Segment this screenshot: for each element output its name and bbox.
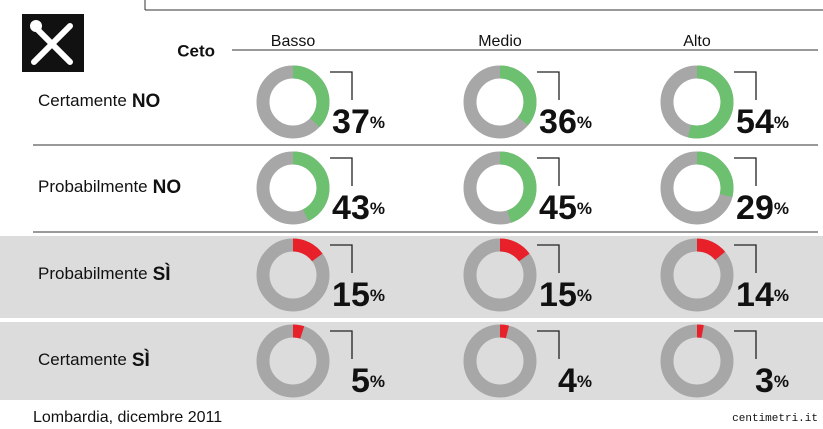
- donut-arc: [660, 324, 734, 398]
- value-number: 4: [558, 362, 577, 400]
- donut-arc: [660, 65, 734, 139]
- row-label-name: Probabilmente: [38, 177, 148, 196]
- value-unit: %: [774, 286, 789, 305]
- value-number: 45: [539, 189, 577, 227]
- value-label: 45%: [539, 189, 592, 227]
- row-label: Certamente SÌ: [38, 349, 150, 371]
- bracket: [330, 244, 353, 273]
- value-unit: %: [370, 199, 385, 218]
- value-label: 37%: [332, 103, 385, 141]
- bracket: [330, 71, 353, 100]
- row-label-emphasis: SÌ: [153, 263, 171, 285]
- column-label: Basso: [271, 33, 316, 50]
- value-label: 15%: [539, 276, 592, 314]
- header: Ceto: [177, 41, 215, 60]
- row-label-name: Certamente: [38, 350, 127, 369]
- value-number: 36: [539, 103, 577, 141]
- column-label: Alto: [683, 33, 711, 50]
- donut-arc: [660, 238, 734, 312]
- value-unit: %: [774, 372, 789, 391]
- value-number: 14: [736, 276, 774, 314]
- value-label: 15%: [332, 276, 385, 314]
- row-label: Probabilmente NO: [38, 177, 181, 198]
- bracket: [537, 157, 560, 186]
- brand: centimetri.it: [732, 413, 818, 425]
- row-label-emphasis: SÌ: [132, 349, 150, 371]
- value-unit: %: [774, 113, 789, 132]
- value-unit: %: [577, 372, 592, 391]
- footer: Lombardia, dicembre 2011: [33, 409, 222, 426]
- bracket: [734, 71, 757, 100]
- bracket: [330, 330, 353, 359]
- value-unit: %: [370, 286, 385, 305]
- value-label: 4%: [558, 362, 592, 400]
- value-label: 14%: [736, 276, 789, 314]
- bracket: [537, 244, 560, 273]
- value-label: 36%: [539, 103, 592, 141]
- value-label: 54%: [736, 103, 789, 141]
- value-number: 3: [755, 362, 774, 400]
- donut-arc: [463, 65, 537, 139]
- bracket: [537, 330, 560, 359]
- donut-arc: [463, 324, 537, 398]
- value-number: 5: [351, 362, 370, 400]
- donut-arc: [256, 324, 330, 398]
- value-label: 5%: [351, 362, 385, 400]
- bracket: [734, 157, 757, 186]
- value-unit: %: [577, 113, 592, 132]
- row-label-emphasis: NO: [153, 177, 182, 198]
- value-label: 3%: [755, 362, 789, 400]
- column-label: Medio: [478, 33, 522, 50]
- donut-arc: [256, 151, 330, 225]
- value-unit: %: [370, 113, 385, 132]
- row-label: Probabilmente SÌ: [38, 263, 171, 285]
- value-unit: %: [577, 199, 592, 218]
- bracket: [537, 71, 560, 100]
- donut-arc: [660, 151, 734, 225]
- value-number: 54: [736, 103, 774, 141]
- value-number: 15: [539, 276, 577, 314]
- row-label-emphasis: NO: [132, 91, 161, 112]
- bracket: [734, 330, 757, 359]
- value-number: 37: [332, 103, 370, 141]
- value-unit: %: [577, 286, 592, 305]
- donut-arc: [463, 151, 537, 225]
- row-label: Certamente NO: [38, 91, 160, 112]
- value-number: 43: [332, 189, 370, 227]
- value-number: 15: [332, 276, 370, 314]
- donut-arc: [256, 65, 330, 139]
- bracket: [330, 157, 353, 186]
- donut-arc: [256, 238, 330, 312]
- donut-arc: [463, 238, 537, 312]
- value-unit: %: [774, 199, 789, 218]
- value-label: 29%: [736, 189, 789, 227]
- row-label-name: Certamente: [38, 91, 127, 110]
- bracket: [734, 244, 757, 273]
- value-number: 29: [736, 189, 774, 227]
- row-label-name: Probabilmente: [38, 264, 148, 283]
- value-label: 43%: [332, 189, 385, 227]
- value-unit: %: [370, 372, 385, 391]
- icon: [22, 14, 84, 72]
